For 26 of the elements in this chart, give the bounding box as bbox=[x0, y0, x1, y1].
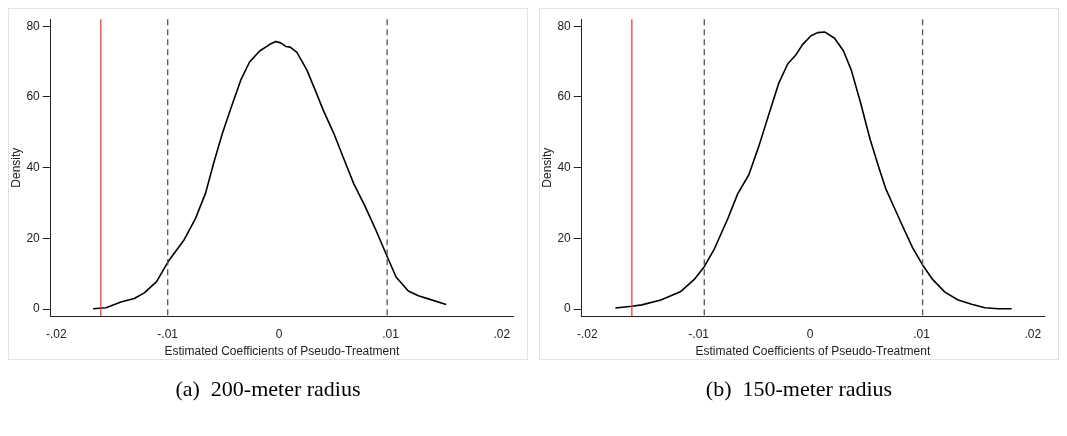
y-tick-label: 0 bbox=[564, 301, 572, 316]
y-axis-title: Density bbox=[8, 147, 23, 188]
x-tick-label: -.02 bbox=[576, 326, 598, 341]
text: (a) 200-meter radius bbox=[174, 376, 362, 402]
x-tick-label: .02 bbox=[1024, 326, 1042, 341]
x-tick-label: 0 bbox=[275, 326, 283, 341]
x-tick-label: -.01 bbox=[688, 326, 710, 341]
x-axis-title: Estimated Coefficients of Pseudo-Treatment bbox=[695, 344, 931, 359]
x-tick-label: 0 bbox=[806, 326, 814, 341]
x-tick-label: .01 bbox=[382, 326, 400, 341]
x-tick-label: -.01 bbox=[157, 326, 179, 341]
y-tick-label: 20 bbox=[557, 230, 572, 245]
y-tick-label: 60 bbox=[26, 89, 41, 104]
y-tick-label: 80 bbox=[557, 18, 572, 33]
x-tick-label: .02 bbox=[493, 326, 511, 341]
y-tick-label: 60 bbox=[557, 89, 572, 104]
x-axis-title: Estimated Coefficients of Pseudo-Treatment bbox=[164, 344, 400, 359]
y-tick-label: 80 bbox=[26, 18, 41, 33]
x-tick-label: -.02 bbox=[45, 326, 67, 341]
y-tick-label: 0 bbox=[33, 301, 41, 316]
y-axis-title: Density bbox=[539, 147, 554, 188]
y-tick-label: 20 bbox=[26, 230, 41, 245]
y-tick-label: 40 bbox=[26, 160, 41, 175]
text: (b) 150-meter radius bbox=[704, 376, 894, 402]
x-tick-label: .01 bbox=[913, 326, 931, 341]
y-tick-label: 40 bbox=[557, 160, 572, 175]
